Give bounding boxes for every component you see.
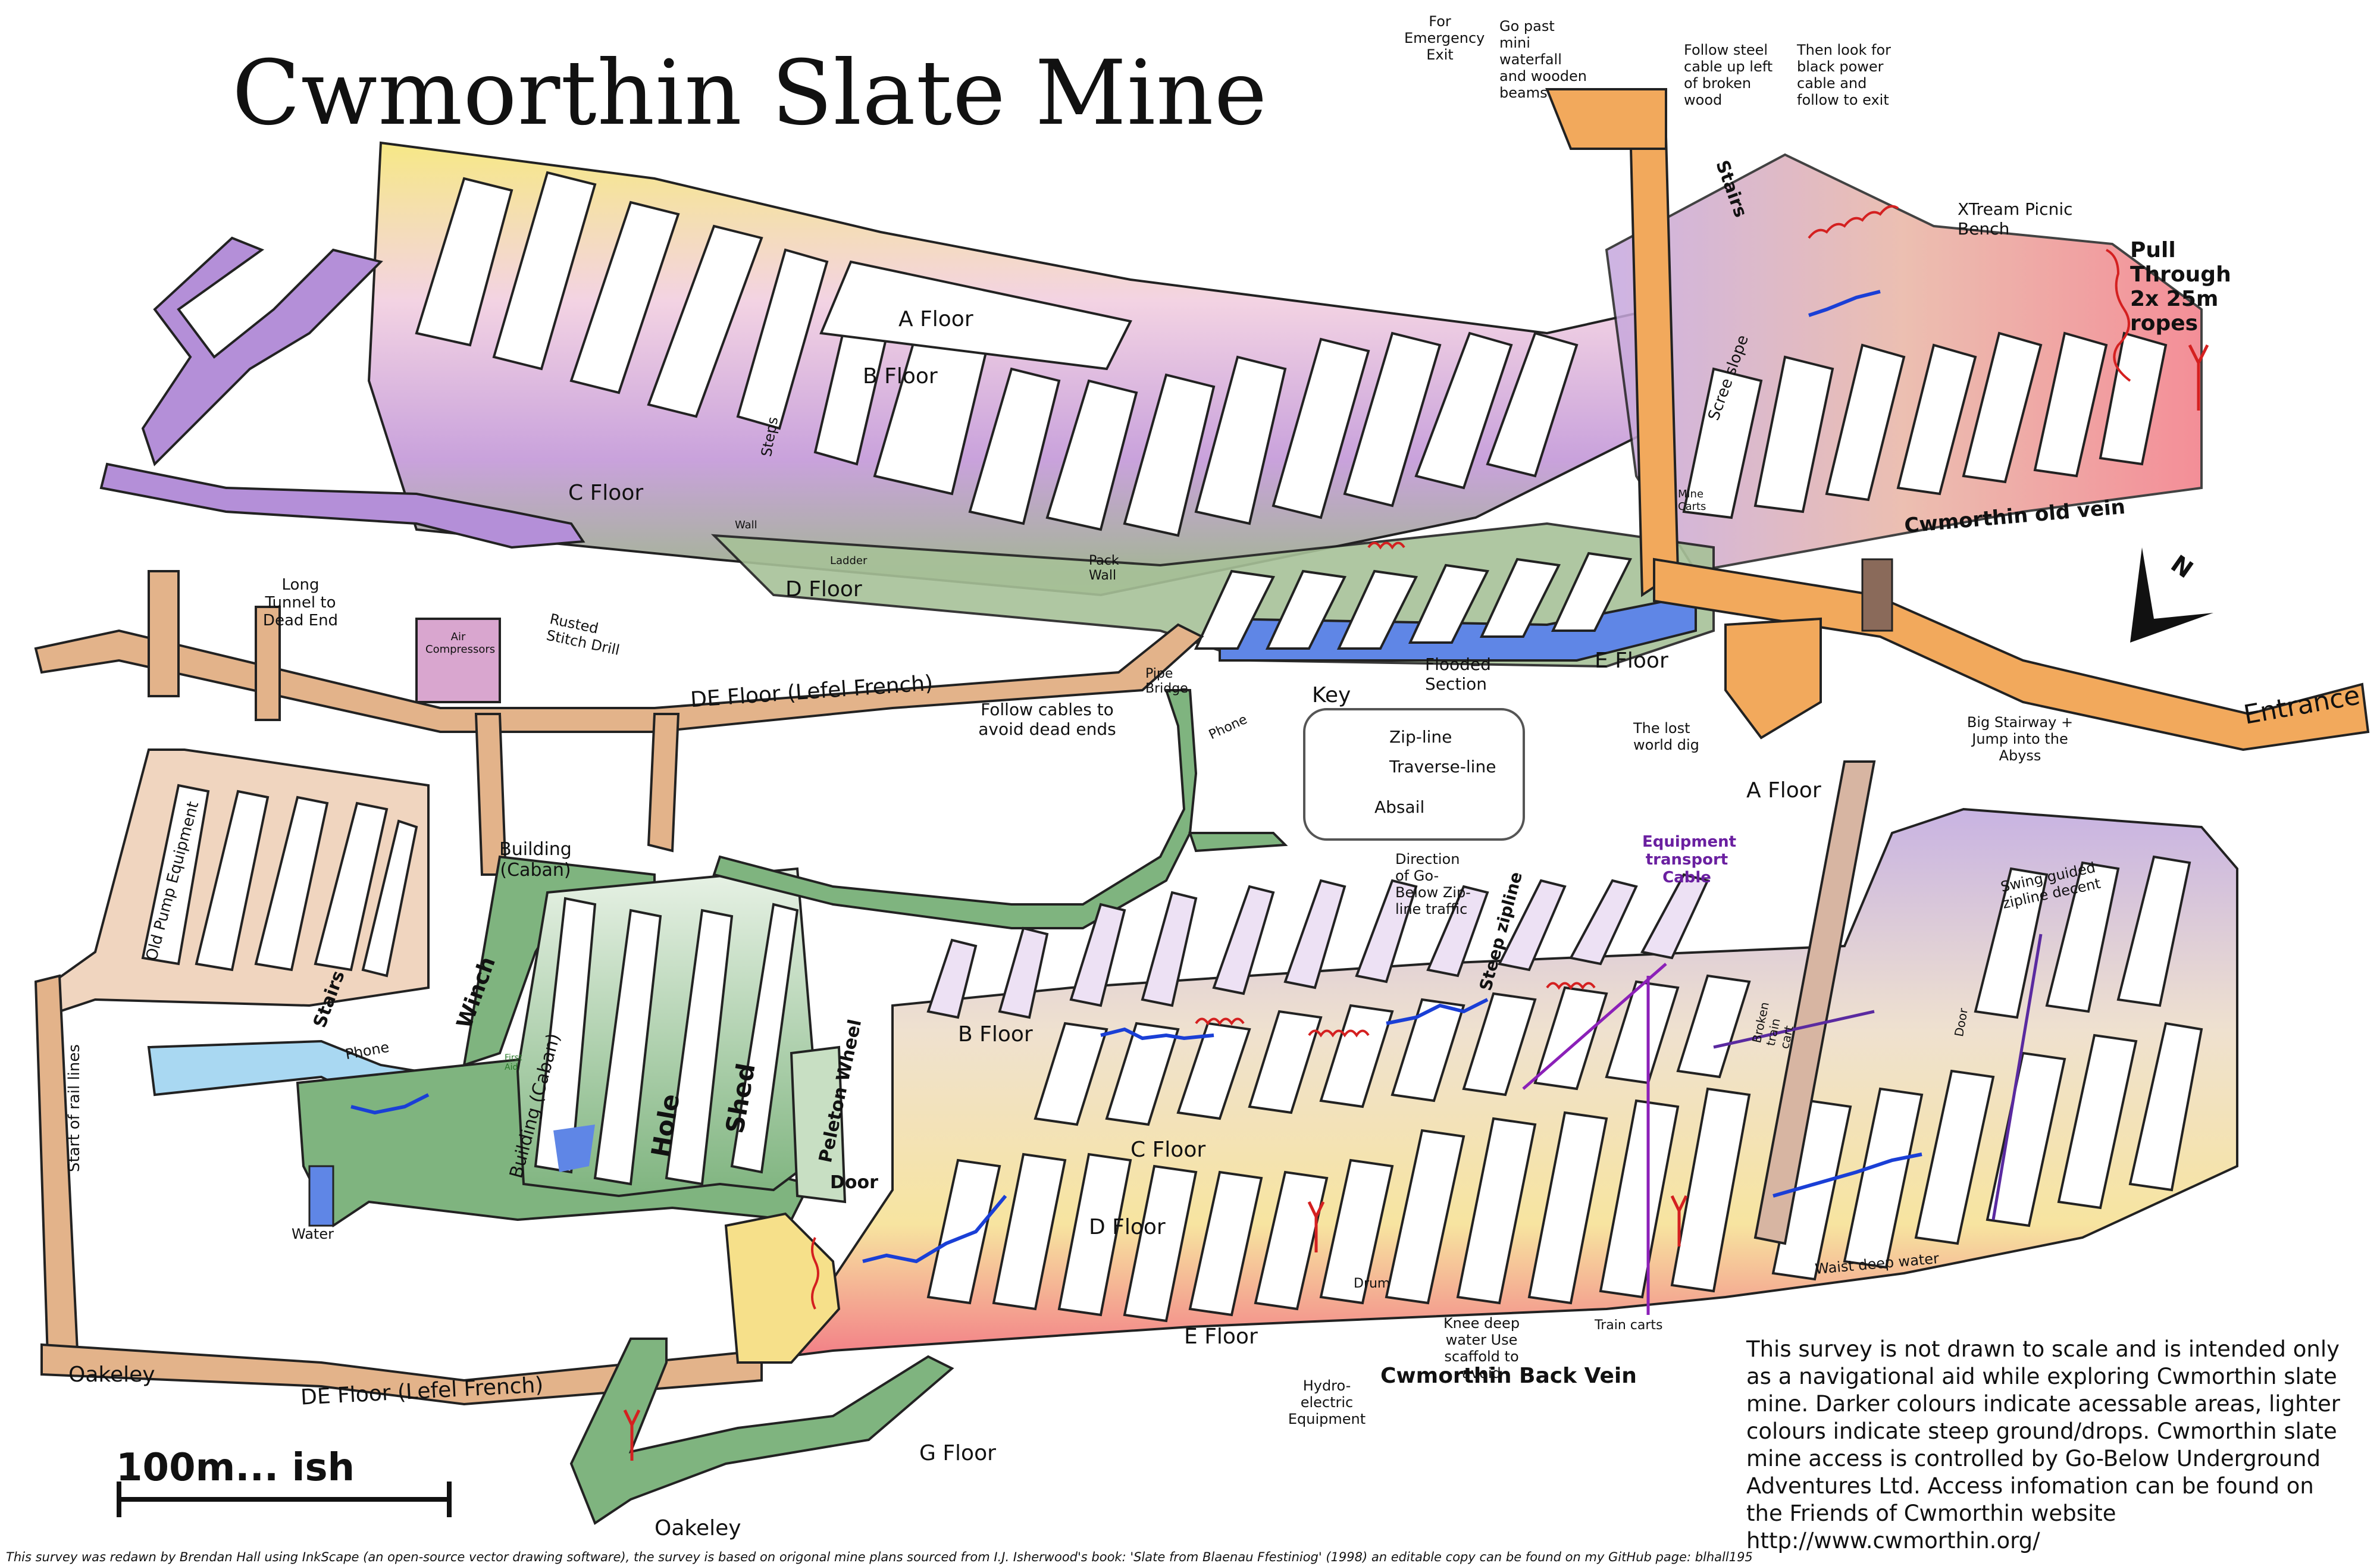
- label-building-caban: Building (Caban): [499, 839, 572, 881]
- label-big-stairway: Big Stairway + Jump into the Abyss: [1966, 714, 2074, 764]
- label-drum: Drum: [1354, 1276, 1391, 1291]
- label-pack-wall: Pack Wall: [1089, 553, 1119, 583]
- label-a-floor-lower: A Floor: [1746, 778, 1821, 803]
- label-g-floor: G Floor: [919, 1441, 996, 1465]
- label-water: Water: [292, 1226, 334, 1242]
- label-air-compressors: Air Compressors: [425, 631, 496, 656]
- map-key: [1303, 708, 1525, 841]
- traverse-lines: [811, 205, 2131, 1310]
- label-e-floor-lower: E Floor: [1184, 1324, 1258, 1349]
- map-title: Cwmorthin Slate Mine: [232, 42, 1268, 145]
- label-equipment-cable: Equipment transport Cable: [1642, 833, 1737, 887]
- label-back-vein: Cwmorthin Back Vein: [1380, 1364, 1637, 1388]
- label-flooded: Flooded Section: [1425, 654, 1491, 694]
- lower-chambers: [569, 807, 2238, 1526]
- label-then-look: Then look for black power cable and foll…: [1797, 42, 1892, 108]
- label-oakeley-left: Oakeley: [68, 1363, 155, 1387]
- label-xtream-bench: XTream Picnic Bench: [1958, 199, 2073, 239]
- green-passage: [712, 689, 1288, 929]
- label-emergency-exit: For Emergency Exit: [1404, 13, 1485, 63]
- label-follow-cables: Follow cables to avoid dead ends: [978, 700, 1116, 739]
- scale-bar: [117, 1482, 452, 1517]
- de-floor-upper: [34, 570, 1204, 876]
- zip-lines: [350, 290, 1922, 1264]
- entrance-tunnel: [1653, 558, 2370, 751]
- label-c-floor-upper: C Floor: [568, 481, 644, 505]
- label-pipe-bridge: Pipe Bridge: [1145, 666, 1188, 696]
- key-title: Key: [1312, 683, 1351, 707]
- key-label-traverse: Traverse-line: [1389, 757, 1496, 776]
- scale-label: 100m... ish: [116, 1446, 355, 1490]
- label-c-floor-lower: C Floor: [1130, 1138, 1206, 1162]
- right-shafts: [1753, 760, 1876, 1245]
- label-start-rail: Start of rail lines: [65, 1044, 83, 1172]
- upper-chambers: [99, 88, 2203, 668]
- label-go-past: Go past mini waterfall and wooden beams: [1499, 18, 1587, 101]
- label-door-lower: Door: [830, 1172, 878, 1193]
- label-e-floor-upper: E Floor: [1595, 649, 1668, 673]
- label-d-floor-upper: D Floor: [785, 577, 862, 602]
- key-label-absail: Absail: [1374, 797, 1425, 817]
- label-first-aid: First Aid: [505, 1053, 522, 1072]
- label-knee-deep: Knee deep water Use scaffold to avoid: [1443, 1315, 1520, 1382]
- label-direction-zip: Direction of Go-Below Zip-line traffic: [1395, 851, 1471, 917]
- key-label-zipline: Zip-line: [1389, 727, 1452, 747]
- label-train-carts: Train carts: [1595, 1318, 1663, 1333]
- absail-markers: [623, 344, 2209, 1461]
- compass-icon: [2130, 547, 2213, 643]
- label-follow-steel: Follow steel cable up left of broken woo…: [1684, 42, 1773, 108]
- label-long-tunnel: Long Tunnel to Dead End: [262, 576, 339, 629]
- footer-credit: This survey was redawn by Brendan Hall u…: [6, 1550, 1753, 1564]
- label-mine-carts: Mine Carts: [1678, 488, 1706, 513]
- label-pull-through: Pull Through 2x 25m ropes: [2130, 238, 2231, 336]
- cables: [1522, 934, 2043, 1315]
- label-wall: Wall: [735, 519, 757, 531]
- label-b-floor-upper: B Floor: [863, 364, 938, 389]
- label-b-floor-lower: B Floor: [958, 1022, 1033, 1047]
- survey-note: This survey is not drawn to scale and is…: [1746, 1336, 2341, 1554]
- label-lost-world: The lost world dig: [1633, 720, 1699, 753]
- lower-left-section: [34, 748, 847, 1406]
- label-oakeley-bottom: Oakeley: [654, 1516, 741, 1540]
- label-a-floor-upper: A Floor: [898, 307, 973, 331]
- label-ladder: Ladder: [830, 555, 868, 567]
- label-hydro: Hydro-electric Equipment: [1288, 1377, 1366, 1427]
- label-d-floor-lower: D Floor: [1089, 1215, 1166, 1239]
